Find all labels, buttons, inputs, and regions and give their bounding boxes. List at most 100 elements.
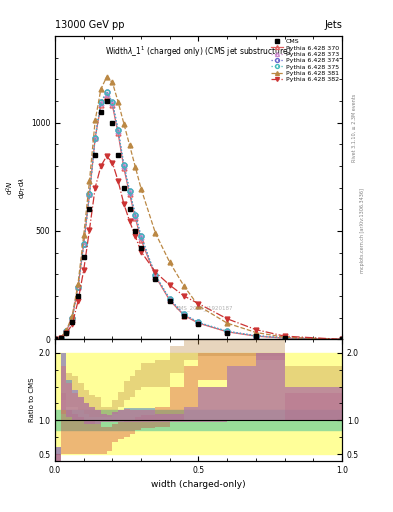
Pythia 6.428 370	[116, 131, 121, 137]
Bar	[84, 403, 90, 424]
Bar	[78, 397, 84, 420]
Pythia 6.428 373	[153, 272, 158, 279]
Pythia 6.428 382	[121, 201, 126, 207]
CMS	[139, 245, 143, 251]
Bar	[256, 353, 285, 359]
Pythia 6.428 382	[64, 330, 69, 336]
Pythia 6.428 375	[81, 241, 86, 247]
Pythia 6.428 382	[53, 336, 57, 343]
Pythia 6.428 374	[139, 233, 143, 240]
Pythia 6.428 381	[196, 303, 201, 309]
Pythia 6.428 381	[110, 79, 115, 86]
Bar	[118, 410, 124, 422]
Bar	[130, 408, 135, 422]
Bar	[227, 367, 256, 420]
Bar	[256, 353, 285, 420]
Pythia 6.428 381	[182, 283, 187, 289]
CMS	[253, 333, 258, 339]
Bar	[101, 414, 107, 422]
Pythia 6.428 382	[70, 321, 75, 327]
CMS	[153, 275, 158, 282]
Pythia 6.428 374	[116, 127, 121, 133]
Pythia 6.428 374	[75, 284, 80, 290]
Pythia 6.428 373	[282, 335, 287, 341]
Pythia 6.428 373	[340, 336, 344, 343]
Bar	[184, 407, 198, 422]
Bar	[72, 414, 78, 454]
Pythia 6.428 370	[340, 336, 344, 343]
Bar	[130, 410, 135, 422]
Bar	[170, 387, 184, 420]
Bar	[256, 353, 285, 420]
Pythia 6.428 382	[196, 301, 201, 307]
Pythia 6.428 370	[182, 312, 187, 318]
Bar	[90, 407, 95, 424]
Bar	[135, 417, 141, 431]
Pythia 6.428 374	[153, 272, 158, 279]
CMS	[75, 293, 80, 299]
Bar	[55, 447, 61, 461]
Pythia 6.428 375	[167, 296, 172, 303]
Bar	[107, 415, 112, 422]
Pythia 6.428 382	[81, 267, 86, 273]
Pythia 6.428 374	[225, 328, 230, 334]
Bar	[107, 407, 112, 417]
Y-axis label: Ratio to CMS: Ratio to CMS	[29, 378, 35, 422]
Pythia 6.428 374	[196, 319, 201, 326]
Pythia 6.428 374	[133, 211, 138, 218]
Pythia 6.428 381	[116, 99, 121, 105]
Pythia 6.428 373	[70, 315, 75, 321]
Bar	[130, 410, 135, 422]
Pythia 6.428 382	[139, 248, 143, 254]
Bar	[124, 381, 130, 400]
Pythia 6.428 370	[59, 334, 63, 340]
Bar	[170, 346, 184, 373]
Pythia 6.428 382	[340, 336, 344, 343]
Bar	[66, 380, 72, 417]
Pythia 6.428 375	[70, 315, 75, 321]
Bar	[156, 359, 170, 387]
Bar	[66, 383, 72, 417]
Bar	[72, 390, 78, 420]
Bar	[156, 414, 170, 422]
Pythia 6.428 374	[99, 99, 103, 105]
Pythia 6.428 381	[59, 334, 63, 340]
Bar	[256, 339, 285, 356]
Pythia 6.428 370	[99, 102, 103, 109]
Bar	[78, 397, 84, 420]
Pythia 6.428 373	[59, 334, 63, 340]
Bar	[141, 363, 156, 387]
Pythia 6.428 374	[81, 241, 86, 247]
Pythia 6.428 374	[64, 328, 69, 334]
Bar	[55, 454, 61, 461]
Bar	[95, 410, 101, 424]
Bar	[156, 414, 170, 422]
Pythia 6.428 370	[53, 336, 57, 343]
Bar	[227, 339, 256, 356]
Bar	[72, 376, 78, 407]
Pythia 6.428 370	[253, 333, 258, 339]
Pythia 6.428 373	[99, 100, 103, 106]
Pythia 6.428 374	[282, 335, 287, 341]
Pythia 6.428 374	[340, 336, 344, 343]
CMS	[59, 335, 63, 342]
Bar	[84, 403, 90, 424]
Pythia 6.428 375	[182, 311, 187, 317]
Pythia 6.428 374	[87, 191, 92, 197]
Bar	[90, 407, 95, 424]
Bar	[124, 408, 130, 422]
Pythia 6.428 381	[253, 329, 258, 335]
Bar	[112, 424, 118, 442]
Pythia 6.428 382	[133, 233, 138, 240]
CMS	[53, 336, 57, 343]
Line: Pythia 6.428 373: Pythia 6.428 373	[53, 92, 344, 342]
Pythia 6.428 370	[139, 237, 143, 243]
Bar	[141, 410, 156, 422]
X-axis label: width (charged-only): width (charged-only)	[151, 480, 246, 489]
Bar	[78, 383, 84, 410]
Pythia 6.428 381	[282, 334, 287, 340]
Pythia 6.428 373	[104, 91, 109, 97]
Bar	[285, 387, 342, 420]
CMS	[64, 330, 69, 336]
Pythia 6.428 375	[53, 336, 57, 343]
